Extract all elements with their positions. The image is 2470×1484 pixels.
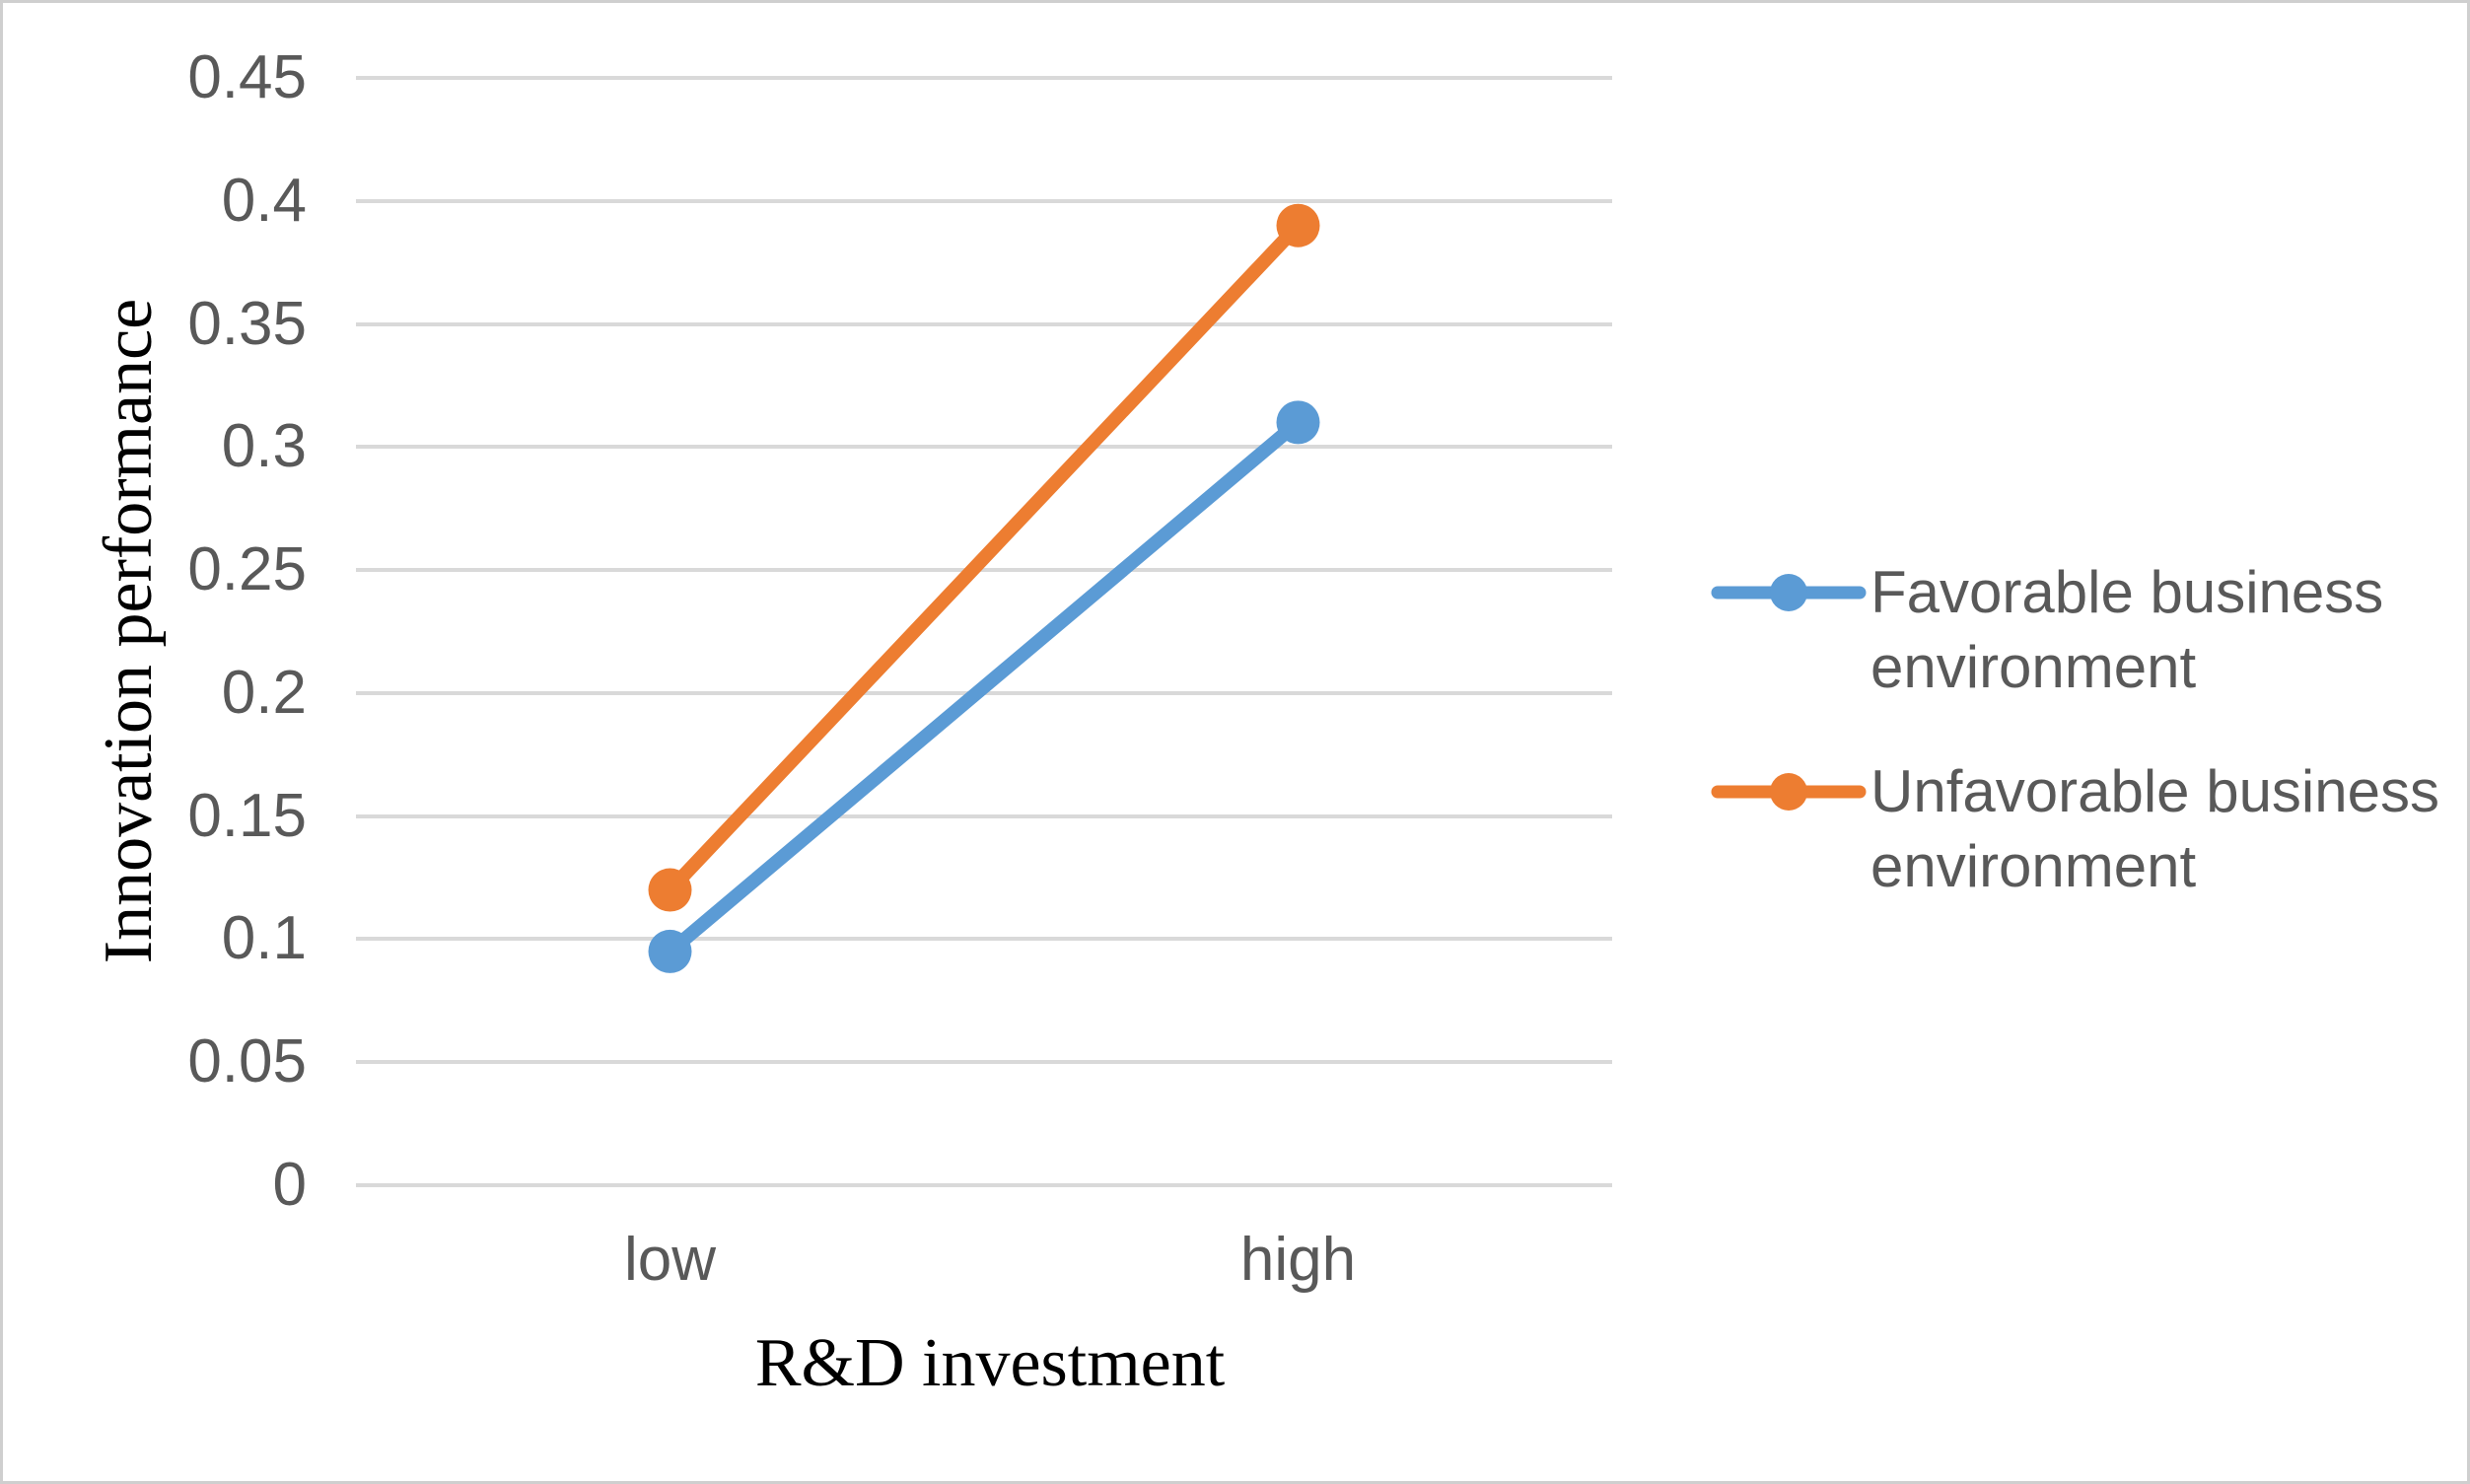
gridline [356,937,1612,942]
gridline [356,690,1612,695]
y-tick-label: 0 [272,1151,307,1219]
gridline [356,76,1612,80]
data-point-marker [1276,400,1320,445]
gridline [356,813,1612,818]
y-tick-label: 0.4 [221,166,307,235]
y-tick-label: 0.2 [221,658,307,727]
y-tick-label: 0.25 [187,535,307,604]
legend-line-marker-icon [1711,574,1867,611]
legend-line-marker-icon [1711,773,1867,811]
y-tick-label: 0.15 [187,781,307,850]
gridline [356,1060,1612,1065]
y-tick-label: 0.1 [221,904,307,973]
x-axis-title: R&D investment [754,1325,1226,1401]
y-tick-label: 0.35 [187,289,307,358]
gridline [356,445,1612,450]
legend-item: Unfavorable business environment [1711,754,2467,904]
legend-label: Unfavorable business environment [1870,758,2440,899]
data-point-marker [1276,203,1320,247]
series-line [663,415,1306,958]
legend-label: Favorable business environment [1870,559,2384,700]
y-tick-label: 0.05 [187,1027,307,1096]
y-axis-title: Innovation performance [91,298,167,964]
gridline [356,1183,1612,1187]
gridline [356,198,1612,203]
legend-item: Favorable business environment [1711,555,2467,705]
gridline [356,321,1612,326]
gridline [356,568,1612,573]
legend: Favorable business environment Unfavorabl… [1711,555,2467,904]
x-category-label: high [1239,1226,1357,1294]
x-category-label: low [623,1226,717,1294]
y-tick-label: 0.3 [221,412,307,481]
y-tick-label: 0.45 [187,43,307,111]
data-point-marker [648,868,692,912]
